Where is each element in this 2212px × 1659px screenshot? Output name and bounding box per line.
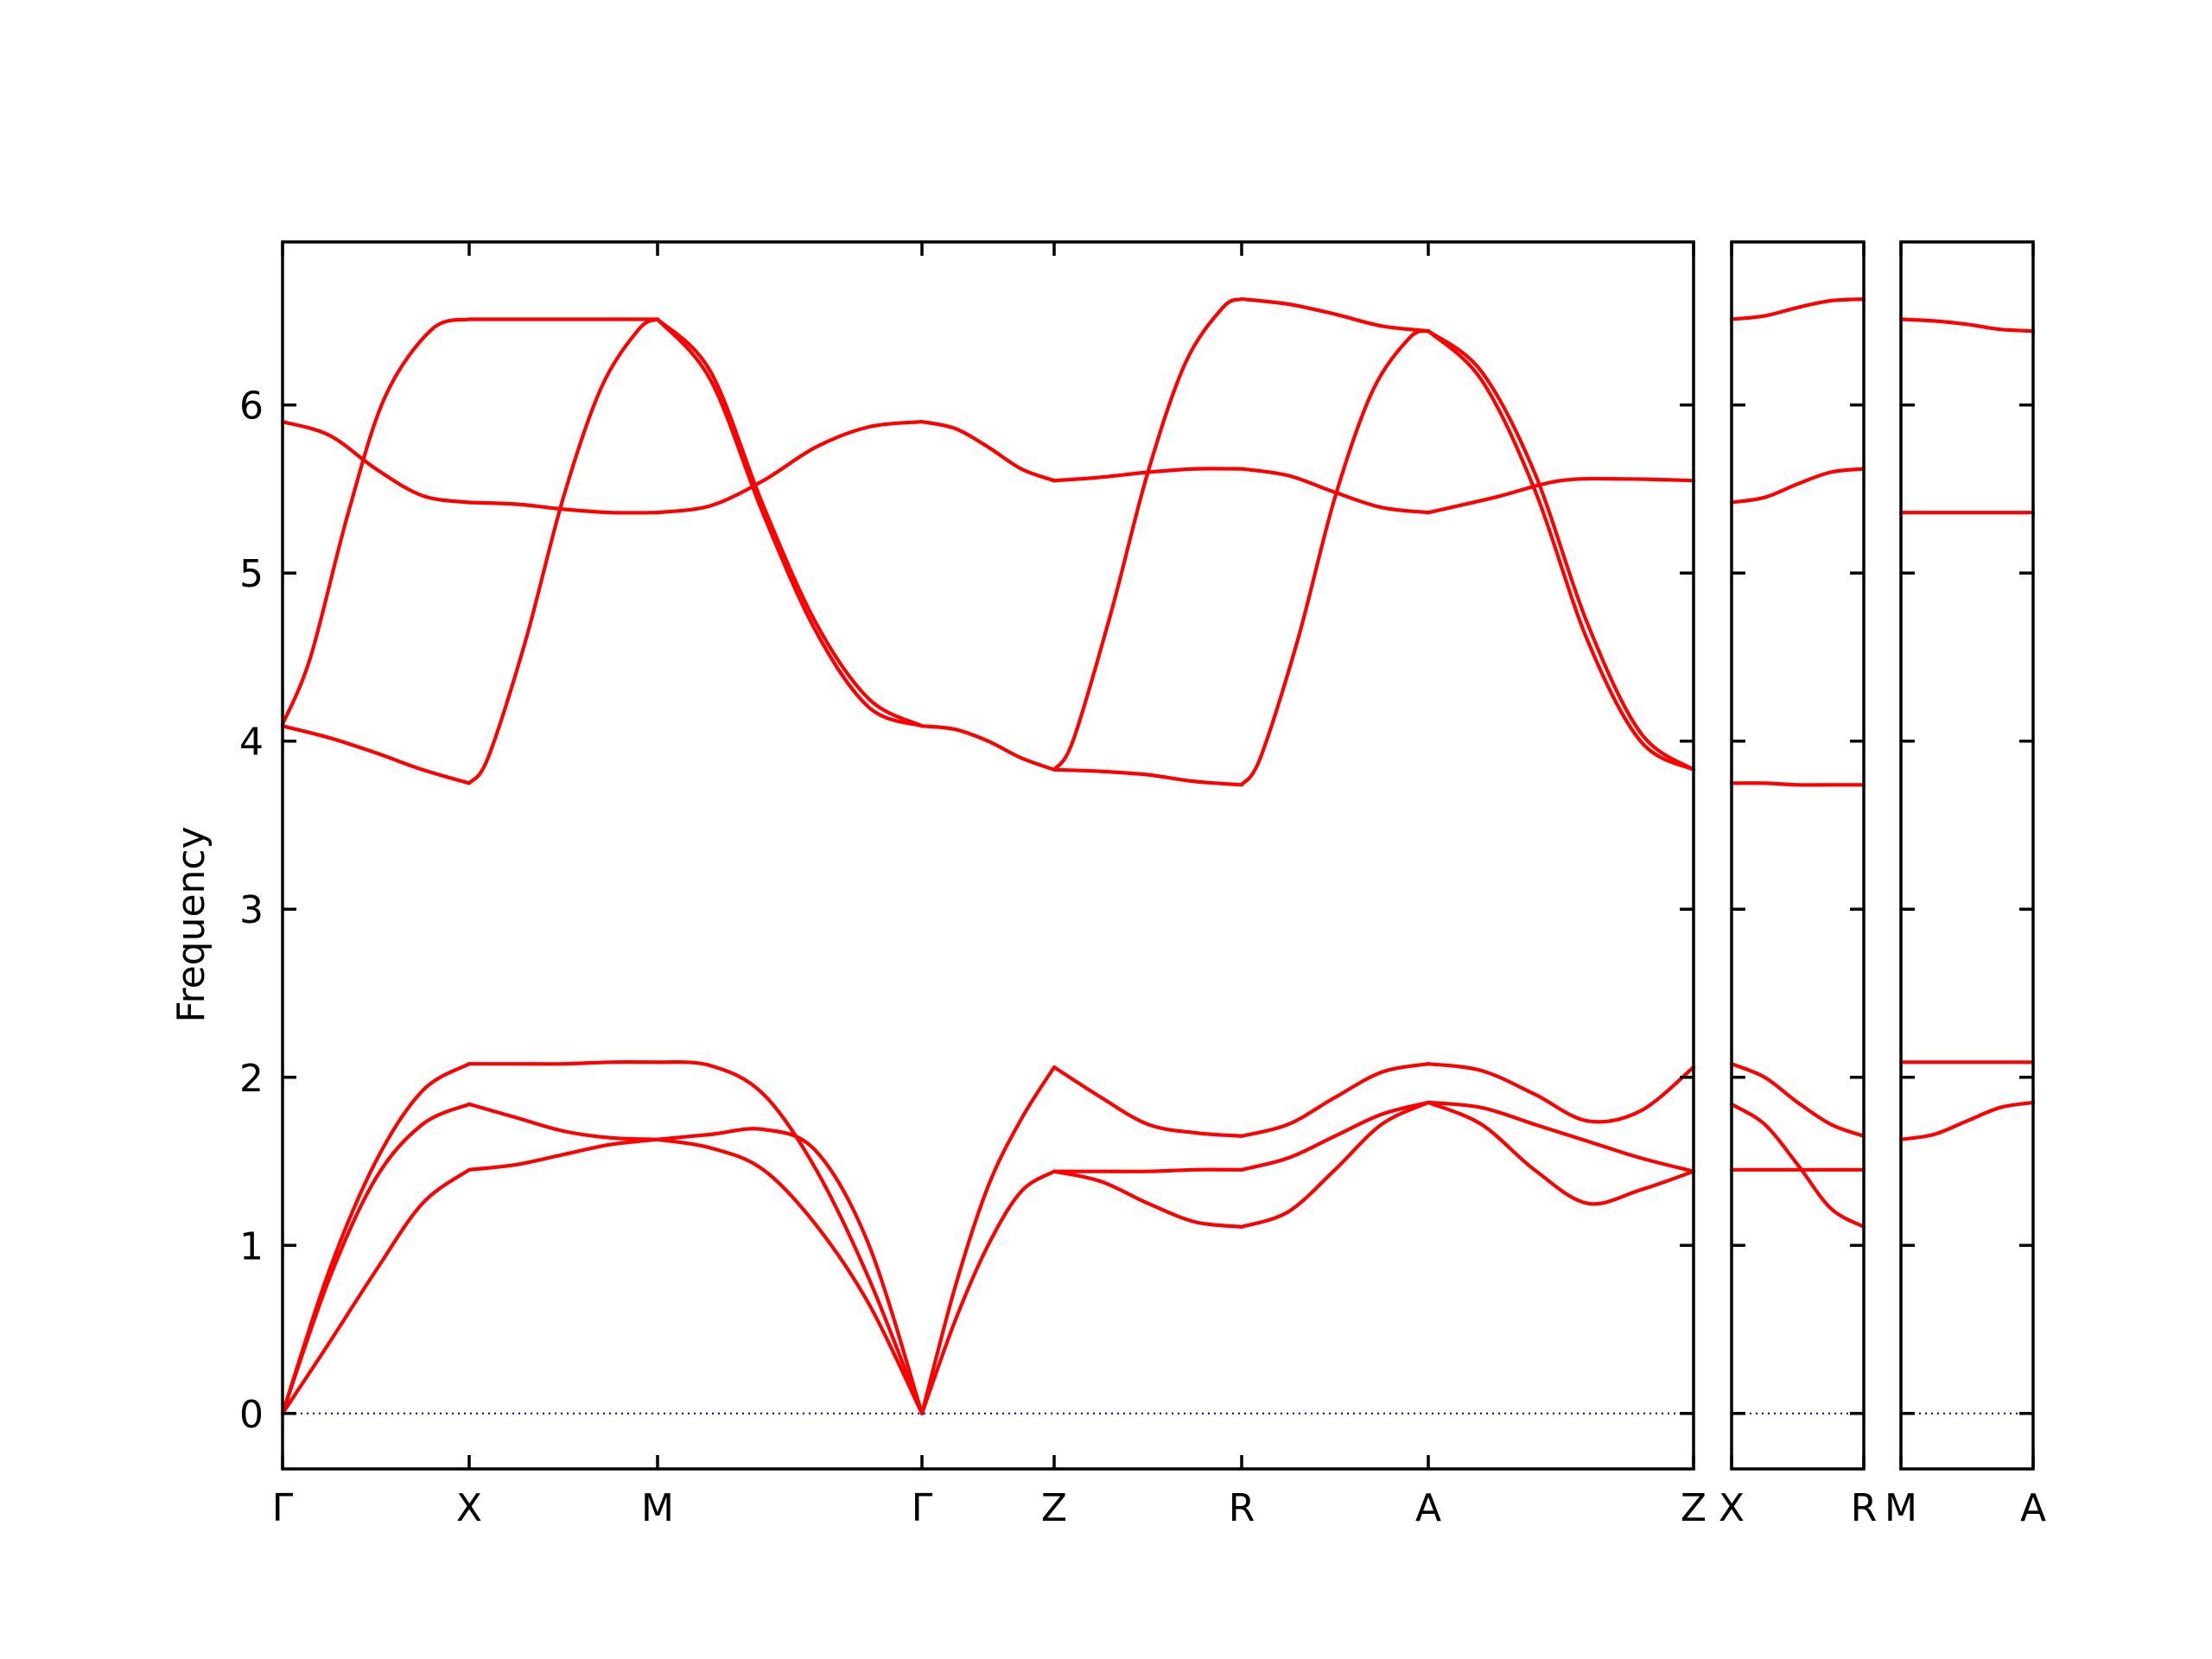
y-tick-label: 5 [239,552,264,596]
band-line [280,724,472,785]
x-tick-label: A [2020,1486,2046,1530]
band-line [1729,1062,1866,1138]
y-tick-label: 0 [239,1393,264,1437]
band-line [655,420,925,515]
band-line [280,1062,472,1415]
band-line [1052,1169,1244,1229]
band-line [1898,1100,2036,1141]
band-line [919,1169,1057,1415]
band-line [1426,476,1696,515]
x-tick-label: X [456,1486,482,1530]
x-tick-label: Z [1681,1486,1707,1530]
x-tick-label: X [1719,1486,1745,1530]
x-tick-label: M [1885,1486,1917,1530]
band-line [1729,297,1866,321]
x-tick-label: Z [1041,1486,1067,1530]
band-line [1729,1102,1866,1229]
band-line [1729,781,1866,787]
band-line [1426,1100,1696,1206]
x-tick-label: R [1229,1486,1255,1530]
band-line [467,500,660,515]
band-line [655,1137,925,1415]
x-tick-label: A [1415,1486,1441,1530]
band-line [1239,328,1431,787]
y-tick-label: 3 [239,888,264,932]
band-line [1729,467,1866,505]
band-line [655,1127,925,1415]
x-tick-label: M [641,1486,674,1530]
band-line [1239,297,1431,334]
band-line [1426,1062,1696,1124]
band-line [655,317,925,728]
band-line [280,420,472,505]
band-line [280,1102,472,1415]
band-line [280,317,472,727]
band-line [1052,1167,1244,1173]
band-line [467,1060,660,1066]
band-line [1239,1100,1431,1172]
band-line [467,1102,660,1141]
y-tick-label: 4 [239,721,264,765]
band-line [1426,1100,1696,1173]
axes-frame [1730,240,1866,1471]
band-line [1052,1065,1244,1138]
band-line [1239,467,1431,515]
band-line [919,420,1057,483]
y-tick-label: 1 [239,1224,264,1268]
x-tick-label: Γ [272,1486,294,1530]
band-line [919,724,1057,772]
band-line [467,317,660,785]
band-line [1052,467,1244,483]
y-tick-label: 6 [239,385,264,429]
axes-frame [281,240,1695,1471]
band-line [280,1167,472,1415]
x-tick-label: Γ [912,1486,933,1530]
band-line [1898,317,2036,334]
band-line [1239,1100,1431,1229]
y-axis-title: Frequency [169,826,213,1022]
band-line [467,1137,660,1172]
band-line [655,317,925,728]
band-line [1426,329,1696,772]
band-line [1052,297,1244,772]
axes-frame [1899,240,2035,1471]
band-line [1426,329,1696,772]
band-line [1052,767,1244,787]
y-tick-label: 2 [239,1057,264,1101]
x-tick-label: R [1851,1486,1878,1530]
band-line [1239,1062,1431,1138]
band-line [655,1060,925,1415]
band-line [919,1065,1057,1415]
panel-main: Γ X M Γ Z R A Z 0 1 2 3 4 5 6 [239,240,1707,1530]
